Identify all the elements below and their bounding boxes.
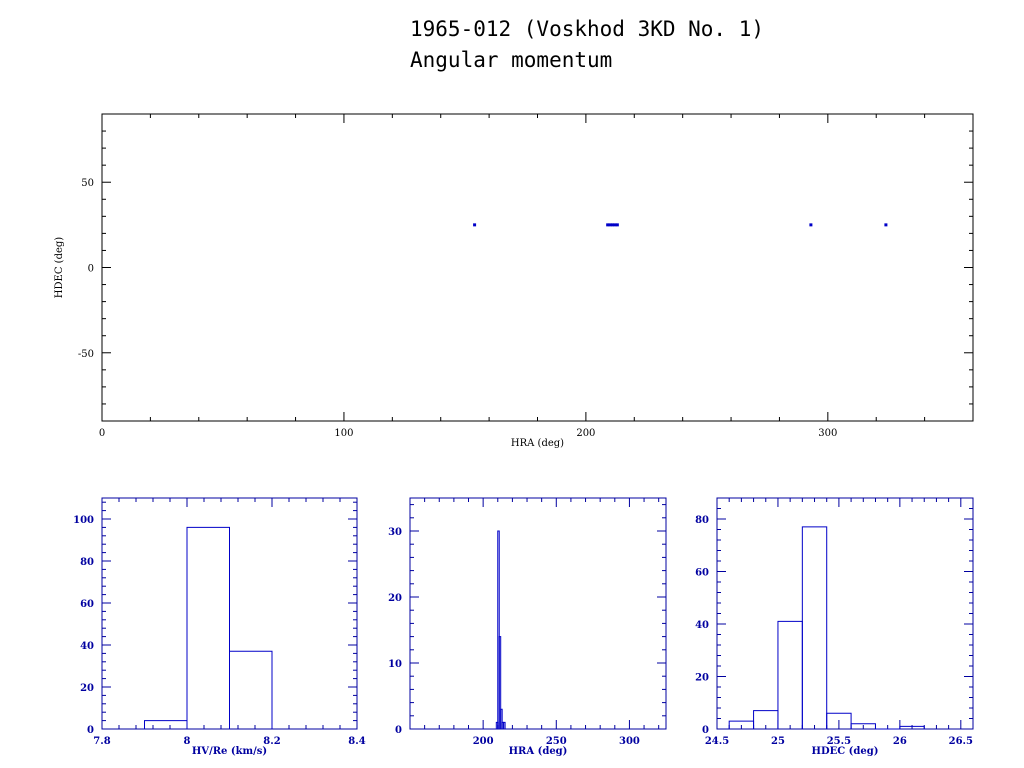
scatter-chart-x-tick-label: 100	[334, 428, 353, 439]
hist-hdec-x-axis-label: HDEC (deg)	[812, 746, 879, 757]
scatter-chart-data-point	[606, 223, 610, 227]
hist-hra-y-tick-label: 30	[388, 527, 402, 538]
scatter-chart-y-tick-label: -50	[78, 349, 94, 360]
hist-hdec-histogram-bin	[899, 725, 925, 729]
scatter-chart-data-point	[608, 223, 612, 227]
scatter-chart-data-point	[611, 223, 615, 227]
scatter-chart-data-point	[613, 223, 617, 227]
scatter-chart-data-point	[884, 223, 888, 227]
hist-hra-x-tick-label: 300	[619, 736, 640, 747]
hist-hdec-y-tick-label: 60	[695, 568, 709, 579]
hist-speed-y-tick-label: 60	[80, 599, 94, 610]
hist-speed-y-tick-label: 0	[87, 725, 94, 736]
scatter-chart-frame	[101, 113, 974, 422]
hist-hdec-y-tick-label: 20	[695, 673, 709, 684]
hist-speed-histogram-bin	[186, 526, 230, 729]
hist-speed-histogram-bin	[144, 720, 188, 729]
hist-hdec-histogram-bin	[826, 712, 852, 729]
hist-hra-histogram-bin	[503, 721, 506, 729]
chart-subtitle: Angular momentum	[410, 48, 613, 72]
hist-hdec-histogram-bin	[801, 526, 828, 729]
hist-speed-y-tick-label: 100	[73, 515, 94, 526]
hist-hra-y-tick-label: 10	[388, 659, 402, 670]
scatter-chart-x-tick-label: 0	[99, 428, 105, 439]
scatter-chart-y-axis-label: HDEC (deg)	[54, 237, 65, 298]
hist-hdec-y-tick-label: 0	[702, 725, 709, 736]
hist-speed-x-axis-label: HV/Re (km/s)	[192, 746, 267, 757]
hist-hdec-x-tick-label: 25	[771, 736, 785, 747]
hist-speed-y-tick-label: 40	[80, 641, 94, 652]
title-block: 1965-012 (Voskhod 3KD No. 1) Angular mom…	[410, 14, 764, 76]
hist-hdec-y-tick-label: 40	[695, 620, 709, 631]
scatter-chart-data-point	[615, 223, 619, 227]
hist-hra-x-axis-label: HRA (deg)	[509, 746, 568, 757]
hist-hra-histogram-bin	[497, 530, 500, 729]
hist-hra-y-tick-label: 20	[388, 593, 402, 604]
hist-hdec-x-tick-label: 26	[893, 736, 907, 747]
hist-hdec-y-tick-label: 80	[695, 515, 709, 526]
hist-hra-histogram-bin	[498, 636, 502, 729]
scatter-chart-x-axis-label: HRA (deg)	[511, 438, 564, 449]
hist-hdec-histogram-bin	[850, 723, 876, 729]
scatter-chart-x-tick-label: 200	[576, 428, 595, 439]
chart-title: 1965-012 (Voskhod 3KD No. 1)	[410, 17, 765, 41]
hist-hdec-histogram-bin	[777, 620, 803, 729]
hist-speed-histogram-bin	[229, 650, 273, 729]
scatter-chart-data-point	[473, 223, 477, 227]
hist-hdec-x-tick-label: 24.5	[705, 736, 729, 747]
hist-speed-y-tick-label: 80	[80, 557, 94, 568]
hist-hra-y-tick-label: 0	[395, 725, 402, 736]
hist-hra-x-tick-label: 250	[546, 736, 567, 747]
scatter-chart-y-tick-label: 50	[81, 178, 94, 189]
hist-speed-y-tick-label: 20	[80, 683, 94, 694]
hist-hdec-frame	[716, 497, 974, 730]
scatter-chart-x-tick-label: 300	[818, 428, 837, 439]
hist-hdec-x-tick-label: 26.5	[949, 736, 973, 747]
hist-speed-x-tick-label: 7.8	[93, 736, 110, 747]
scatter-chart-y-tick-label: 0	[88, 264, 94, 275]
hist-hra-frame	[409, 497, 667, 730]
hist-hra-x-tick-label: 200	[473, 736, 494, 747]
hist-speed-x-tick-label: 8.4	[348, 736, 365, 747]
hist-hdec-x-tick-label: 25.5	[827, 736, 851, 747]
hist-speed-x-tick-label: 8	[184, 736, 191, 747]
hist-hra-histogram-bin	[500, 708, 503, 729]
scatter-chart-data-point	[809, 223, 813, 227]
hist-speed-x-tick-label: 8.2	[263, 736, 280, 747]
